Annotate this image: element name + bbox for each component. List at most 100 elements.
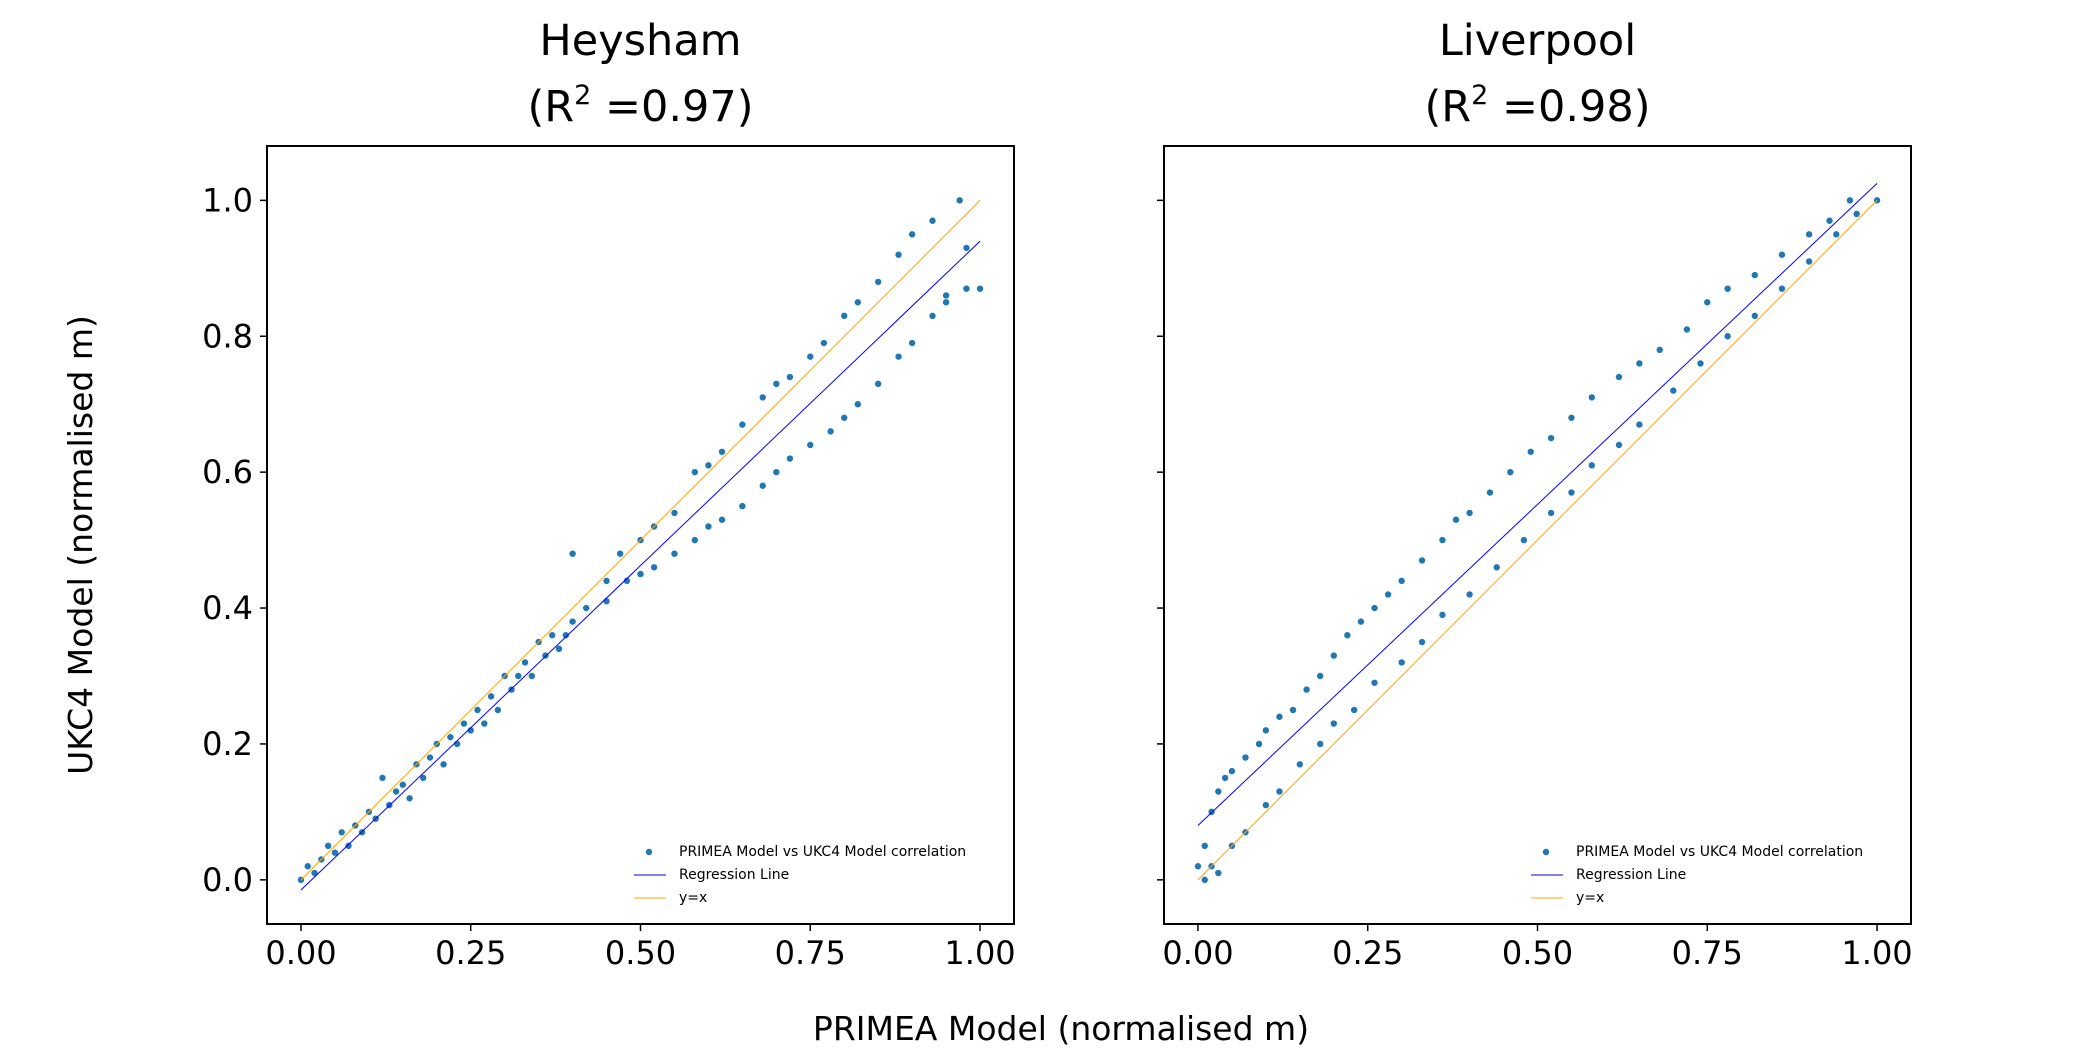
- data-point: [1194, 863, 1202, 870]
- legend-label: PRIMEA Model vs UKC4 Model correlation: [1576, 844, 1863, 860]
- chart-title: Liverpool: [1439, 16, 1636, 66]
- data-point: [1697, 360, 1704, 367]
- data-point: [338, 829, 345, 836]
- data-point: [406, 795, 413, 802]
- x-tick-label: 0.00: [1162, 934, 1233, 972]
- data-point: [1296, 761, 1304, 768]
- data-point: [1215, 869, 1222, 877]
- data-point: [311, 869, 318, 877]
- data-point: [1418, 557, 1426, 564]
- data-point: [1670, 387, 1677, 394]
- data-point: [963, 285, 970, 292]
- data-point: [786, 373, 794, 381]
- data-point: [419, 774, 427, 782]
- data-point: [1357, 618, 1365, 625]
- chart-title: Heysham: [539, 16, 741, 66]
- data-point: [671, 509, 678, 517]
- legend-marker-points: [645, 848, 653, 856]
- data-point: [528, 672, 536, 680]
- x-tick-label: 1.00: [1841, 934, 1912, 972]
- data-point: [956, 197, 963, 204]
- legend: PRIMEA Model vs UKC4 Model correlation Re…: [1531, 844, 1863, 906]
- data-point: [399, 781, 407, 788]
- data-point: [1778, 285, 1786, 292]
- data-point: [1201, 876, 1208, 884]
- data-point: [1520, 536, 1528, 544]
- data-point: [549, 632, 556, 639]
- data-point: [1615, 441, 1623, 449]
- data-point: [1255, 740, 1263, 748]
- y-tick-label: 0.0: [202, 861, 253, 899]
- panel-liverpool: Liverpool (R2 =0.98) 0.00 0.25 0.50 0.75 1.00 P…: [1157, 16, 1913, 972]
- x-tick-label: 0.75: [775, 934, 846, 972]
- data-point: [1588, 462, 1596, 469]
- y-tick-label: 0.6: [202, 453, 253, 491]
- data-point: [1568, 414, 1575, 421]
- data-point: [827, 428, 834, 435]
- data-point: [908, 231, 916, 238]
- data-point: [1418, 638, 1426, 646]
- data-point: [1242, 754, 1249, 761]
- data-point: [942, 299, 950, 306]
- data-point: [854, 299, 862, 306]
- legend-label: PRIMEA Model vs UKC4 Model correlation: [679, 844, 966, 860]
- data-point: [759, 394, 766, 401]
- data-point: [474, 706, 481, 714]
- data-point: [1636, 360, 1643, 367]
- data-point: [1778, 251, 1786, 258]
- y-tick-label: 1.0: [202, 181, 253, 219]
- data-point: [1751, 271, 1759, 279]
- y-tick-label: 0.4: [202, 589, 253, 627]
- data-point: [705, 462, 712, 469]
- data-point: [908, 339, 916, 347]
- data-point: [1547, 509, 1555, 517]
- chart-subtitle: (R2 =0.98): [1424, 80, 1650, 132]
- legend-label: Regression Line: [679, 867, 789, 883]
- data-point: [331, 849, 339, 856]
- data-point: [1262, 727, 1270, 734]
- data-point: [1316, 672, 1324, 680]
- axes-frame: [266, 145, 1015, 925]
- data-point: [1636, 421, 1643, 428]
- data-point: [1215, 788, 1222, 795]
- data-point: [1656, 346, 1663, 354]
- data-point: [324, 842, 332, 850]
- data-point: [671, 550, 678, 557]
- data-point: [1833, 231, 1840, 238]
- data-point: [650, 564, 658, 571]
- data-point: [1704, 299, 1711, 306]
- data-point: [582, 604, 590, 612]
- data-point: [1344, 632, 1351, 639]
- data-point: [718, 448, 726, 455]
- data-point: [460, 720, 468, 727]
- y-tick-label: 0.2: [202, 725, 253, 763]
- data-point: [691, 536, 699, 544]
- data-point: [718, 516, 726, 523]
- x-axis-label: PRIMEA Model (normalised m): [813, 1009, 1309, 1048]
- data-point: [379, 774, 386, 782]
- data-point: [841, 414, 848, 421]
- data-point: [603, 577, 610, 585]
- data-point: [1724, 333, 1731, 340]
- data-point: [1350, 706, 1358, 714]
- data-point: [426, 754, 434, 761]
- data-point: [616, 550, 624, 557]
- data-point: [440, 761, 447, 768]
- data-point: [1228, 767, 1236, 775]
- identity-line: [1197, 200, 1878, 881]
- data-point: [705, 523, 712, 530]
- legend-label: Regression Line: [1576, 867, 1686, 883]
- data-point: [963, 244, 970, 252]
- legend-label: y=x: [1576, 890, 1604, 906]
- data-point: [569, 550, 576, 557]
- data-point: [895, 353, 902, 360]
- data-point: [1276, 788, 1283, 795]
- data-point: [1452, 516, 1460, 523]
- data-point: [691, 468, 699, 476]
- data-point: [447, 733, 454, 741]
- regression-line: [1197, 183, 1878, 826]
- legend: PRIMEA Model vs UKC4 Model correlation Re…: [634, 844, 966, 906]
- data-point: [929, 312, 936, 320]
- data-point: [1846, 197, 1854, 204]
